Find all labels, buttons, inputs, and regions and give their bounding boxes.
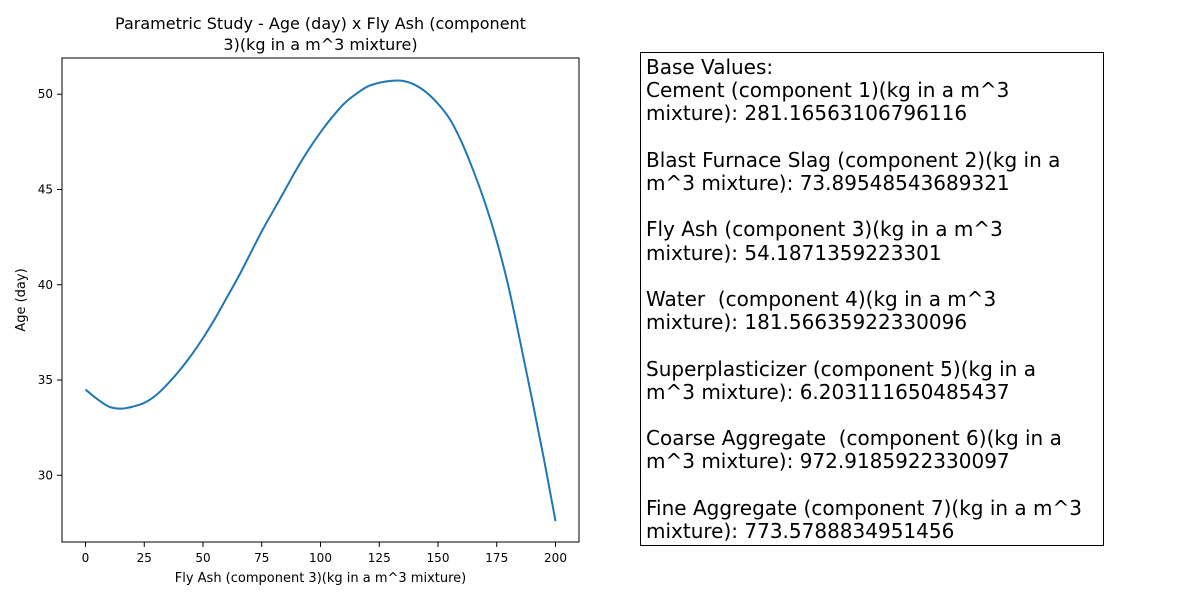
base-value-line: mixture): 54.1871359223301 [646, 240, 942, 265]
base-value-line: mixture): 281.16563106796116 [646, 101, 968, 126]
chart-title-line: Parametric Study - Age (day) x Fly Ash (… [115, 14, 526, 33]
base-value-line: Superplasticizer (component 5)(kg in a [646, 356, 1036, 381]
base-value-line: m^3 mixture): 6.203111650485437 [646, 379, 1010, 404]
base-value-line: Cement (component 1)(kg in a m^3 [646, 78, 1010, 103]
base-value-cement: Cement (component 1)(kg in a m^3 mixture… [646, 78, 1099, 126]
parametric-chart: Parametric Study - Age (day) x Fly Ash (… [14, 14, 580, 586]
x-axis: 0 25 50 75 100 125 150 175 200 [82, 542, 567, 565]
y-axis-label: Age (day) [14, 268, 29, 331]
x-tick-label: 200 [544, 551, 567, 565]
x-tick-label: 100 [309, 551, 332, 565]
x-axis-label: Fly Ash (component 3)(kg in a m^3 mixtur… [175, 571, 467, 586]
y-tick-label: 35 [38, 373, 53, 387]
base-value-line: mixture): 181.56635922330096 [646, 310, 968, 335]
x-tick-label: 175 [485, 551, 508, 565]
plot-area [61, 57, 580, 543]
x-tick-label: 25 [137, 551, 152, 565]
base-value-water: Water (component 4)(kg in a m^3 mixture)… [646, 286, 1099, 335]
base-value-superplasticizer: Superplasticizer (component 5)(kg in a m… [646, 356, 1099, 404]
base-value-fly-ash: Fly Ash (component 3)(kg in a m^3 mixtur… [646, 217, 1099, 265]
x-tick-label: 125 [368, 551, 391, 565]
base-value-line: Fly Ash (component 3)(kg in a m^3 [646, 217, 1003, 242]
x-tick-label: 75 [254, 551, 269, 565]
y-axis: 30 35 40 45 50 [38, 87, 62, 482]
base-value-line: Water (component 4)(kg in a m^3 [646, 286, 997, 311]
base-value-line: m^3 mixture): 972.9185922330097 [646, 449, 1010, 474]
base-value-coarse-aggregate: Coarse Aggregate (component 6)(kg in a m… [646, 426, 1099, 474]
base-value-line: Fine Aggregate (component 7)(kg in a m^3 [646, 495, 1082, 520]
y-tick-label: 50 [38, 87, 53, 101]
base-value-blast-furnace-slag: Blast Furnace Slag (component 2)(kg in a… [646, 147, 1099, 195]
y-tick-label: 45 [38, 182, 53, 196]
x-tick-label: 50 [195, 551, 210, 565]
base-value-line: mixture): 773.5788834951456 [646, 518, 955, 543]
y-tick-label: 30 [38, 468, 53, 482]
base-value-line: Coarse Aggregate (component 6)(kg in a [646, 426, 1062, 451]
x-tick-label: 0 [82, 551, 90, 565]
chart-title: Parametric Study - Age (day) x Fly Ash (… [115, 14, 526, 54]
base-value-fine-aggregate: Fine Aggregate (component 7)(kg in a m^3… [646, 495, 1099, 543]
chart-title-line: 3)(kg in a m^3 mixture) [223, 35, 417, 54]
base-value-line: m^3 mixture): 73.89548543689321 [646, 171, 1010, 195]
base-values-box: Base Values: Cement (component 1)(kg in … [640, 52, 1104, 546]
base-values-title: Base Values: [646, 55, 774, 79]
x-tick-label: 150 [427, 551, 450, 565]
base-value-line: Blast Furnace Slag (component 2)(kg in a [646, 147, 1061, 172]
y-tick-label: 40 [38, 278, 53, 292]
series-line [84, 79, 557, 522]
